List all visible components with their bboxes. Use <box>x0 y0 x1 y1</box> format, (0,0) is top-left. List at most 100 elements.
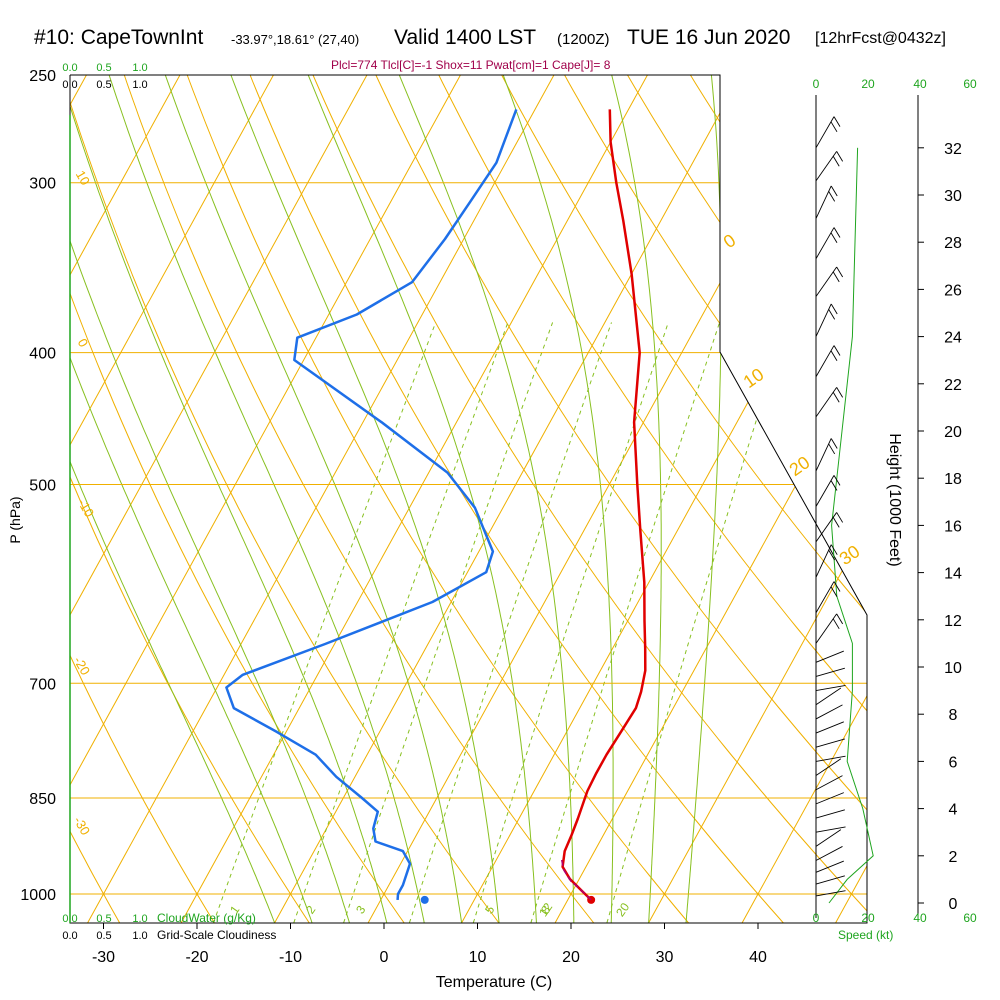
cloud-water-scale-top: 1.0 <box>132 62 147 74</box>
speed-label: Speed (kt) <box>838 928 893 942</box>
wind-barb <box>833 116 841 127</box>
temperature-line <box>561 109 647 901</box>
wind-barb <box>836 151 844 162</box>
height-tick-label: 8 <box>949 707 958 724</box>
wind-barb <box>833 581 841 592</box>
isotherm-line <box>648 75 867 923</box>
cloudiness-label: Grid-Scale Cloudiness <box>157 928 276 942</box>
wind-barb <box>830 303 838 315</box>
moist-adiabat-label: 20 <box>786 452 814 480</box>
height-axis-label: Height (1000 Feet) <box>886 433 903 566</box>
dry-adiabat-line <box>70 75 310 923</box>
height-tick-label: 18 <box>944 471 962 488</box>
wind-barb <box>832 618 840 630</box>
dewpoint-line <box>225 108 518 900</box>
dry-adiabat-line <box>70 75 405 923</box>
mixing-ratio-line <box>606 322 788 923</box>
wind-barb <box>830 350 838 361</box>
wind-barb <box>833 345 841 356</box>
height-tick-label: 22 <box>944 377 962 394</box>
wind-barb <box>815 687 842 706</box>
wind-barb <box>815 755 846 762</box>
dry-adiabat-line <box>312 75 867 923</box>
wind-barb <box>815 792 844 805</box>
pressure-tick-label: 700 <box>29 676 56 693</box>
moist-adiabat-label: 30 <box>836 541 864 569</box>
wind-barb <box>815 581 835 613</box>
x-tick-label: -20 <box>185 949 208 966</box>
pressure-tick-label: 850 <box>29 791 56 808</box>
cloudiness-scale-bottom: 0.5 <box>96 930 111 942</box>
indices-label: Plcl=774 Tlcl[C]=-1 Shox=11 Pwat[cm]=1 C… <box>331 58 611 72</box>
mixing-ratio-label: 2 <box>303 903 318 917</box>
dry-adiabat-line <box>627 75 867 923</box>
dry-adiabat-line <box>815 75 867 923</box>
wind-barb <box>830 232 838 243</box>
wind-barb <box>815 266 838 297</box>
x-tick-label: 0 <box>380 949 389 966</box>
isotherm-line <box>180 75 648 923</box>
wind-barb <box>815 721 844 734</box>
isotherm-line <box>741 75 867 923</box>
forecast-label: [12hrFcst@0432z] <box>815 30 946 47</box>
height-tick-label: 28 <box>944 235 962 252</box>
wind-barb <box>815 116 835 149</box>
dry-adiabat-line <box>501 75 867 923</box>
moist-adiabat-line <box>608 75 662 923</box>
moist-adiabat-line <box>393 75 575 923</box>
moist-adiabat-label: 0 <box>720 230 740 252</box>
height-tick-label: 4 <box>949 802 958 819</box>
wind-barb <box>815 667 845 677</box>
dry-adiabat-line <box>752 75 867 923</box>
surface-point <box>420 895 429 904</box>
height-tick-label: 14 <box>944 566 962 583</box>
wind-barb <box>828 443 836 455</box>
wind-barb <box>815 875 845 885</box>
wind-barb <box>836 387 844 398</box>
isotherm-line <box>70 75 368 923</box>
speed-scale-bottom: 60 <box>963 911 977 925</box>
mixing-ratio-line <box>343 322 554 923</box>
wind-barb <box>828 549 836 561</box>
moist-adiabat-line <box>302 75 537 923</box>
mixing-ratio-line <box>212 322 437 923</box>
height-tick-label: 10 <box>944 660 962 677</box>
wind-barb <box>833 475 841 486</box>
wind-barb <box>815 544 832 578</box>
dry-adiabat-line <box>564 75 867 923</box>
cloud-water-scale-bottom: 1.0 <box>132 913 147 925</box>
wind-barb <box>815 151 838 182</box>
wind-barb <box>815 512 838 543</box>
x-tick-label: -10 <box>279 949 302 966</box>
height-tick-label: 16 <box>944 518 962 535</box>
moist-adiabat-line <box>104 75 425 923</box>
wind-barb <box>815 846 843 861</box>
pressure-tick-label: 250 <box>29 68 56 85</box>
mixing-ratio-line <box>408 322 612 923</box>
cloud-water-scale-bottom: 0.5 <box>96 913 111 925</box>
mixing-ratio-label: 12 <box>536 900 555 919</box>
cloudiness-scale-top: 0.0 <box>62 79 77 91</box>
moist-adiabat-line <box>160 75 463 923</box>
background-lines <box>70 75 867 923</box>
cloudiness-scale-top: 1.0 <box>132 79 147 91</box>
cloudiness-scale-top: 0.5 <box>96 79 111 91</box>
mixing-ratio-line <box>530 322 721 923</box>
utc-label: (1200Z) <box>557 31 610 48</box>
mixing-ratio-line <box>472 322 669 923</box>
height-tick-label: 30 <box>944 188 962 205</box>
isotherm-line <box>461 75 867 923</box>
dry-adiabat-line <box>249 75 784 923</box>
wind-barb <box>815 704 843 720</box>
dry-adiabat-line <box>186 75 689 923</box>
wind-barb <box>815 438 832 472</box>
x-tick-label: 20 <box>562 949 580 966</box>
wind-barb <box>836 613 844 625</box>
cloud-water-scale-bottom: 0.0 <box>62 913 77 925</box>
speed-scale-top: 0 <box>813 77 820 91</box>
speed-scale-top: 40 <box>913 77 927 91</box>
wind-barb <box>830 480 838 491</box>
wind-barb <box>815 829 842 847</box>
cloud-water-scale-top: 0.0 <box>62 62 77 74</box>
